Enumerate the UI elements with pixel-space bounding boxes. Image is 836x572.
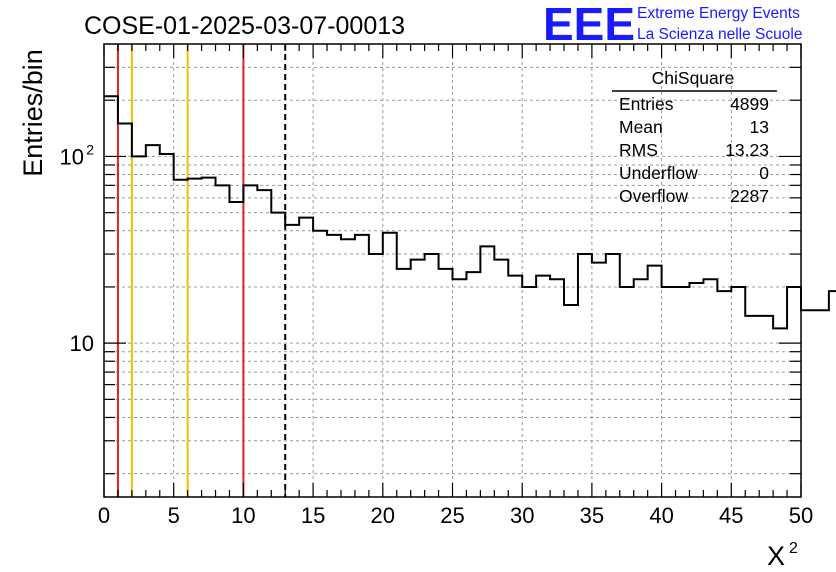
y-tick-label: 10 (60, 144, 84, 169)
stats-label-mean: Mean (619, 117, 663, 137)
x-tick-label: 50 (789, 503, 813, 528)
x-axis-label: X 2 (767, 540, 798, 571)
y-tick-label: 10 (70, 331, 94, 356)
x-axis-title: X (767, 541, 785, 571)
stats-rows: Entries 4899 Mean 13 RMS 13.23 Underflow 0 Overf… (619, 94, 769, 206)
x-tick-label: 40 (649, 503, 673, 528)
stats-label-overflow: Overflow (619, 186, 688, 206)
x-tick-label: 15 (301, 503, 325, 528)
x-tick-label: 30 (510, 503, 534, 528)
eee-logo: EEE Extreme Energy Events La Scienza nel… (543, 0, 802, 50)
logo-mark: EEE (543, 0, 635, 50)
x-tick-label: 5 (168, 503, 180, 528)
stats-label-rms: RMS (619, 140, 658, 160)
stats-box: ChiSquare Entries 4899 Mean 13 RMS 13.23 Under… (612, 68, 777, 206)
stats-value-entries: 4899 (730, 94, 769, 114)
stats-value-rms: 13.23 (725, 140, 769, 160)
y-axis-label: Entries/bin (18, 49, 48, 177)
x-tick-labels: 0 5 10 15 20 25 30 35 40 45 50 (98, 503, 813, 528)
x-tick-label: 35 (580, 503, 604, 528)
y-axis-title: Entries/bin (18, 49, 48, 177)
stats-label-entries: Entries (619, 94, 674, 114)
x-tick-label: 0 (98, 503, 110, 528)
grid-lines (104, 44, 801, 497)
x-tick-label: 20 (371, 503, 395, 528)
reference-lines (116, 44, 287, 497)
axes (103, 43, 802, 498)
stats-value-mean: 13 (750, 117, 769, 137)
stats-label-underflow: Underflow (619, 163, 698, 183)
y-tick-label-exponent: 2 (86, 141, 94, 157)
chart-title: COSE-01-2025-03-07-00013 (84, 12, 405, 40)
logo-line-2: La Scienza nelle Scuole (637, 26, 802, 43)
x-axis-title-superscript: 2 (789, 540, 798, 557)
x-tick-label: 45 (719, 503, 743, 528)
stats-value-overflow: 2287 (730, 186, 769, 206)
logo-line-1: Extreme Energy Events (637, 5, 800, 22)
x-tick-label: 25 (440, 503, 464, 528)
stats-value-underflow: 0 (759, 163, 769, 183)
x-tick-label: 10 (231, 503, 255, 528)
stats-box-title: ChiSquare (652, 68, 735, 88)
